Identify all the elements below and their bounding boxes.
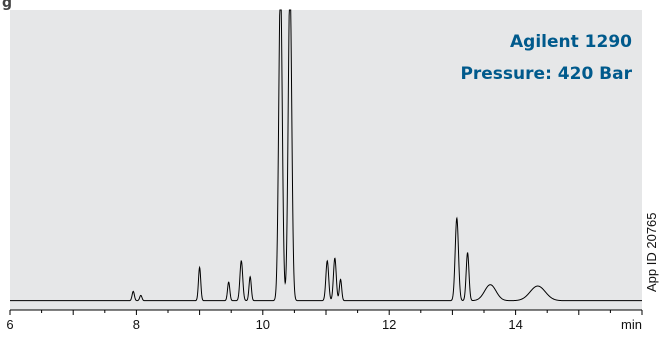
plot-background [10,10,642,310]
x-tick-label: 10 [256,317,270,332]
x-tick-label: 8 [133,317,140,332]
instrument-label: Agilent 1290 [510,32,632,52]
x-tick-label: 14 [508,317,522,332]
instrument-legend: Agilent 1290 Pressure: 420 Bar [460,26,632,90]
x-axis: 6 8 10 12 14 min [6,309,643,332]
chromatogram-trace [10,9,642,302]
trace-layer [10,9,642,302]
title-band [0,0,662,10]
x-tick-label: 6 [6,317,13,332]
chart-title-fragment: g [2,0,12,11]
pressure-label: Pressure: 420 Bar [460,64,632,84]
x-unit-label: min [621,317,642,332]
app-id-label: App ID 20765 [644,212,659,292]
x-tick-label: 12 [382,317,396,332]
